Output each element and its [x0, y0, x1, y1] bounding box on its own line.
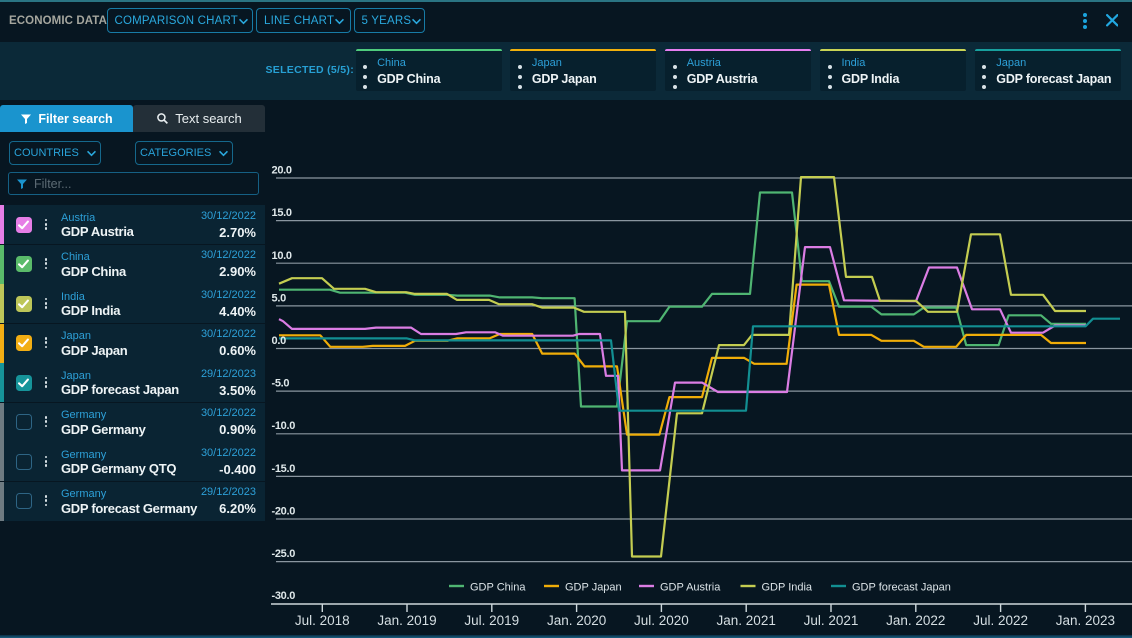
svg-text:-20.0: -20.0 — [272, 506, 296, 518]
svg-text:-30.0: -30.0 — [272, 590, 296, 602]
svg-text:Jul. 2021: Jul. 2021 — [804, 613, 859, 628]
svg-text:GDP Japan: GDP Japan — [565, 582, 622, 594]
svg-text:-5.0: -5.0 — [272, 378, 290, 390]
svg-text:Jul. 2018: Jul. 2018 — [295, 613, 350, 628]
svg-text:GDP Austria: GDP Austria — [660, 582, 721, 594]
svg-text:Jan. 2021: Jan. 2021 — [717, 613, 776, 628]
svg-text:GDP China: GDP China — [470, 582, 526, 594]
svg-text:Jul. 2019: Jul. 2019 — [464, 613, 519, 628]
svg-text:Jan. 2019: Jan. 2019 — [377, 613, 436, 628]
svg-text:-10.0: -10.0 — [272, 420, 296, 432]
svg-text:-15.0: -15.0 — [272, 463, 296, 475]
svg-text:10.0: 10.0 — [272, 250, 292, 262]
svg-text:GDP forecast Japan: GDP forecast Japan — [852, 582, 951, 594]
svg-text:Jan. 2020: Jan. 2020 — [547, 613, 606, 628]
svg-text:Jul. 2022: Jul. 2022 — [973, 613, 1028, 628]
svg-text:GDP India: GDP India — [762, 582, 813, 594]
svg-text:0.0: 0.0 — [272, 335, 287, 347]
svg-text:-25.0: -25.0 — [272, 548, 296, 560]
svg-text:20.0: 20.0 — [272, 165, 292, 177]
svg-text:5.0: 5.0 — [272, 292, 287, 304]
svg-text:15.0: 15.0 — [272, 207, 292, 219]
svg-text:Jan. 2022: Jan. 2022 — [886, 613, 945, 628]
svg-text:Jul. 2020: Jul. 2020 — [634, 613, 689, 628]
svg-text:Jan. 2023: Jan. 2023 — [1056, 613, 1115, 628]
